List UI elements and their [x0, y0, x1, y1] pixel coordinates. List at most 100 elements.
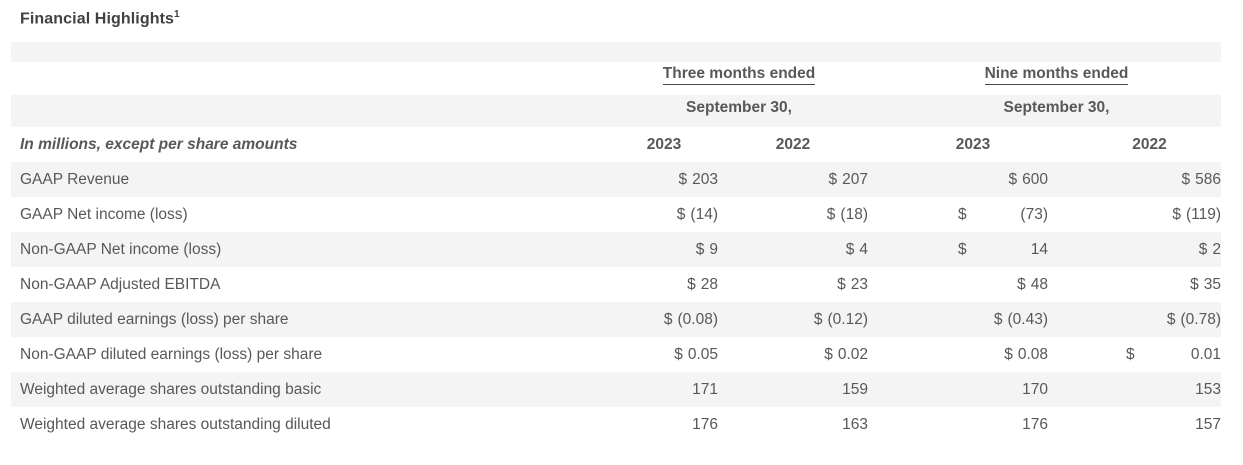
page-title-text: Financial Highlights [20, 10, 175, 28]
dollar-sign: $ [837, 275, 846, 293]
table-row-non-gaap-diluted-eps: Non-GAAP diluted earnings (loss) per sha… [11, 337, 1221, 372]
cell-value: 170 [1022, 380, 1048, 398]
period-date-header-row: September 30, September 30, [11, 95, 1221, 127]
footnote-superscript: 1 [174, 9, 180, 20]
cell-3mo-2022: 159 [718, 381, 868, 399]
cell-3mo-2022: 163 [718, 416, 868, 434]
dollar-sign: $ [1166, 310, 1176, 328]
table-row-gaap-diluted-eps: GAAP diluted earnings (loss) per share $… [11, 302, 1221, 337]
cell-9mo-2023: $ (0.43) [868, 311, 1048, 329]
dollar-sign: $ [828, 170, 838, 188]
dollar-sign: $ [663, 310, 673, 328]
cell-3mo-2022: $4 [718, 241, 868, 259]
cell-value: 203 [692, 170, 718, 188]
cell-9mo-2022: 157 [1048, 416, 1221, 434]
dollar-sign: $ [678, 170, 688, 188]
cell-value: 207 [842, 170, 868, 188]
cell-3mo-2022: $0.02 [718, 346, 868, 364]
cell-value: 586 [1195, 170, 1221, 188]
row-label: GAAP Net income (loss) [20, 205, 188, 223]
cell-value: (18) [840, 205, 868, 223]
cell-9mo-2023: $0.08 [868, 346, 1048, 364]
group-header-three-months: Three months ended [610, 65, 868, 85]
cell-value: (0.12) [827, 310, 869, 328]
cell-3mo-2022: $207 [718, 170, 869, 189]
dollar-sign: $ [1172, 205, 1181, 223]
row-label: Non-GAAP diluted earnings (loss) per sha… [20, 345, 323, 363]
cell-3mo-2022: $23 [718, 276, 868, 294]
table-row-gaap-net-income: GAAP Net income (loss) $ (14) $ (18) $ (73)… [11, 197, 1221, 232]
year-header-3mo-2022: 2022 [775, 135, 811, 153]
cell-value: 4 [859, 240, 868, 258]
cell-value: (119) [1185, 205, 1221, 223]
cell-9mo-2023: $14 [868, 241, 1048, 259]
cell-value: 159 [842, 380, 868, 398]
cell-value: (0.43) [1007, 310, 1049, 328]
cell-9mo-2022: $2 [1048, 241, 1221, 259]
cell-value: 176 [1022, 415, 1048, 433]
cell-value: 23 [850, 275, 868, 293]
financial-highlights-table: Three months ended Nine months ended Sep… [11, 42, 1221, 442]
cell-9mo-2022: $ (0.78) [1048, 311, 1221, 329]
cell-3mo-2023: $ (14) [610, 206, 718, 224]
row-label: Weighted average shares outstanding basi… [20, 380, 322, 398]
dollar-sign: $ [687, 275, 696, 293]
cell-value: 28 [700, 275, 718, 293]
cell-value: 0.01 [1190, 345, 1221, 363]
year-header-row: In millions, except per share amounts 20… [11, 127, 1221, 162]
dollar-sign: $ [1017, 275, 1026, 293]
period-group-header-row: Three months ended Nine months ended [11, 62, 1221, 95]
page-title: Financial Highlights1 [20, 9, 180, 28]
cell-3mo-2023: $0.05 [610, 346, 718, 364]
cell-9mo-2023: $48 [868, 276, 1048, 294]
cell-value: 0.05 [687, 345, 718, 363]
table-row-gaap-revenue: GAAP Revenue $203 $207 $600 $586 [11, 162, 1221, 197]
units-note: In millions, except per share amounts [20, 135, 298, 153]
group-header-label: Three months ended [662, 65, 816, 85]
cell-value: (73) [1020, 205, 1048, 223]
dollar-sign: $ [676, 205, 686, 223]
dollar-sign: $ [958, 205, 967, 223]
table-row-non-gaap-adjusted-ebitda: Non-GAAP Adjusted EBITDA $28 $23 $48 $35 [11, 267, 1221, 302]
cell-3mo-2023: 176 [610, 416, 718, 434]
dollar-sign: $ [845, 240, 855, 258]
row-label: GAAP diluted earnings (loss) per share [20, 310, 289, 328]
cell-value: 176 [692, 415, 718, 433]
cell-value: 163 [842, 415, 868, 433]
date-header-nine-months: September 30, [1003, 99, 1110, 116]
row-label: GAAP Revenue [20, 170, 130, 188]
cell-value: 35 [1203, 275, 1221, 293]
cell-3mo-2023: $28 [610, 276, 718, 294]
row-label: Weighted average shares outstanding dilu… [20, 415, 331, 433]
cell-value: 48 [1030, 275, 1048, 293]
year-header-3mo-2023: 2023 [646, 135, 682, 153]
dollar-sign: $ [695, 240, 705, 258]
dollar-sign: $ [813, 310, 823, 328]
cell-value: 153 [1195, 380, 1221, 398]
cell-9mo-2023: $600 [868, 170, 1049, 189]
empty-stripe-band [11, 42, 1221, 62]
dollar-sign: $ [1198, 240, 1208, 258]
cell-value: 14 [1030, 240, 1048, 258]
cell-3mo-2023: $9 [610, 241, 718, 259]
dollar-sign: $ [1008, 170, 1018, 188]
cell-9mo-2022: $0.01 [1048, 346, 1221, 364]
dollar-sign: $ [674, 345, 683, 363]
cell-9mo-2022: $35 [1048, 276, 1221, 294]
year-header-9mo-2023: 2023 [955, 135, 991, 153]
cell-9mo-2022: $586 [1048, 170, 1222, 189]
cell-value: (0.08) [677, 310, 719, 328]
year-header-9mo-2022: 2022 [1132, 135, 1167, 153]
dollar-sign: $ [824, 345, 833, 363]
cell-9mo-2022: 153 [1048, 381, 1221, 399]
cell-9mo-2023: 176 [868, 416, 1048, 434]
cell-3mo-2022: $ (18) [718, 206, 868, 224]
table-row-weighted-shares-diluted: Weighted average shares outstanding dilu… [11, 407, 1221, 442]
cell-value: 157 [1195, 415, 1221, 433]
cell-value: 171 [692, 380, 718, 398]
dollar-sign: $ [1004, 345, 1013, 363]
cell-value: 9 [709, 240, 718, 258]
dollar-sign: $ [958, 240, 967, 258]
cell-value: (0.78) [1180, 310, 1222, 328]
table-row-non-gaap-net-income: Non-GAAP Net income (loss) $9 $4 $14 $2 [11, 232, 1221, 267]
